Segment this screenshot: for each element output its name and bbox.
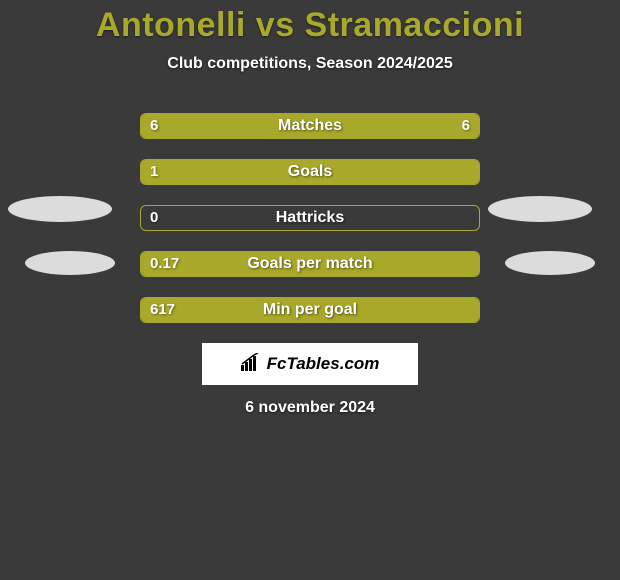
page-title: Antonelli vs Stramaccioni — [0, 0, 620, 45]
subtitle: Club competitions, Season 2024/2025 — [0, 55, 620, 73]
comparison-infographic: Antonelli vs Stramaccioni Club competiti… — [0, 0, 620, 580]
comparison-row: 0Hattricks — [0, 205, 620, 231]
comparison-row: 66Matches — [0, 113, 620, 139]
bars-icon — [241, 353, 263, 376]
row-label: Goals per match — [140, 251, 480, 277]
comparison-row: 0.17Goals per match — [0, 251, 620, 277]
date-label: 6 november 2024 — [0, 399, 620, 417]
logo: FcTables.com — [241, 353, 380, 376]
row-label: Min per goal — [140, 297, 480, 323]
comparison-rows: 66Matches 1Goals 0Hattricks 0.17Goals per m… — [0, 113, 620, 323]
row-label: Hattricks — [140, 205, 480, 231]
row-label: Goals — [140, 159, 480, 185]
comparison-row: 1Goals — [0, 159, 620, 185]
logo-text: FcTables.com — [267, 354, 380, 374]
row-label: Matches — [140, 113, 480, 139]
logo-box: FcTables.com — [202, 343, 418, 385]
comparison-row: 617Min per goal — [0, 297, 620, 323]
